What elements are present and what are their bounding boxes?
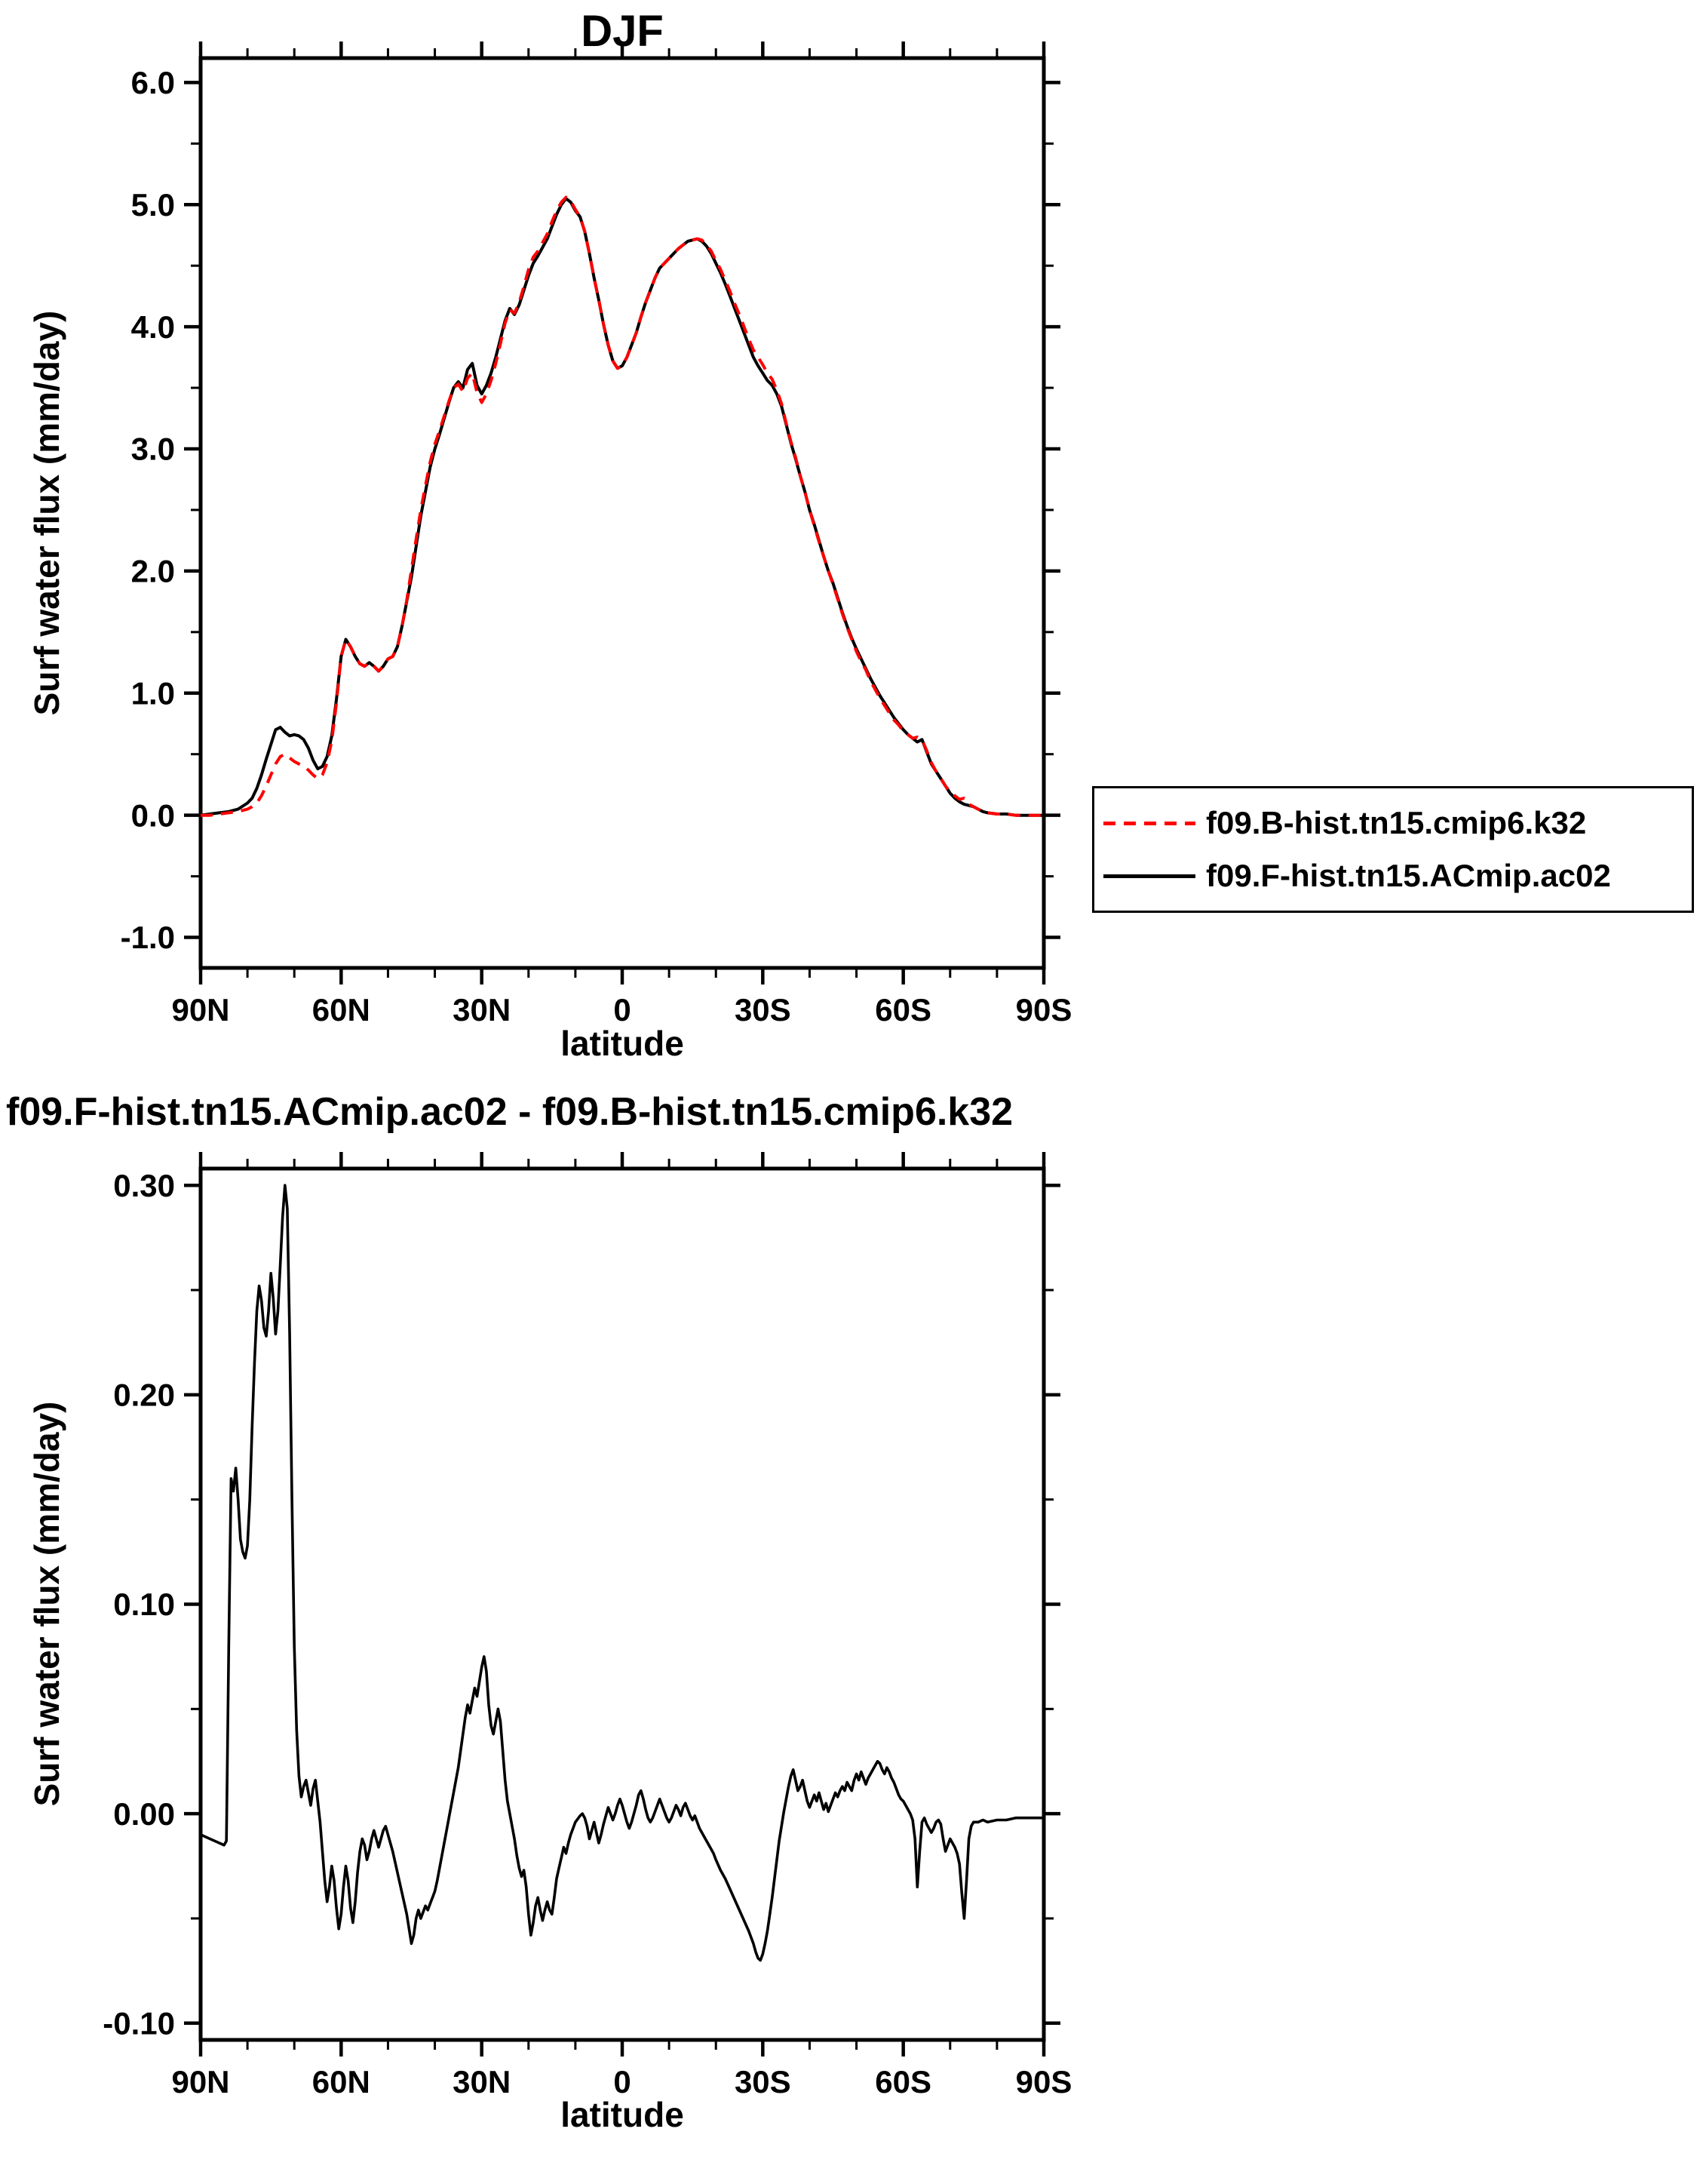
svg-text:2.0: 2.0 xyxy=(131,554,175,589)
svg-text:0.10: 0.10 xyxy=(113,1587,175,1622)
svg-text:60N: 60N xyxy=(312,2064,370,2100)
svg-text:90N: 90N xyxy=(171,2064,229,2100)
difference-plot-canvas: 90N 60N 30N 0 30S 60S 90S -0.10 0.00 0.10 0.20 0.30 xyxy=(103,1152,1072,2100)
legend-label-acmip: f09.F-hist.tn15.ACmip.ac02 xyxy=(1206,858,1611,893)
svg-text:90N: 90N xyxy=(171,992,229,1027)
svg-text:-1.0: -1.0 xyxy=(121,920,175,955)
svg-text:30N: 30N xyxy=(453,992,511,1027)
svg-text:6.0: 6.0 xyxy=(131,65,175,100)
legend-label-cmip6: f09.B-hist.tn15.cmip6.k32 xyxy=(1206,805,1587,840)
svg-text:0: 0 xyxy=(613,2064,631,2100)
svg-text:1.0: 1.0 xyxy=(131,675,175,711)
x-axis-label: latitude xyxy=(560,2095,684,2134)
svg-text:0.0: 0.0 xyxy=(131,797,175,833)
svg-text:30N: 30N xyxy=(453,2064,511,2100)
svg-text:60S: 60S xyxy=(875,2064,931,2100)
chart-djf-seasonal-mean: DJF Surf water flux (mm/day) 90N 60N 30N 0 3… xyxy=(0,0,1703,1071)
svg-text:0: 0 xyxy=(613,992,631,1027)
svg-text:-0.10: -0.10 xyxy=(103,2005,175,2041)
svg-text:3.0: 3.0 xyxy=(131,432,175,467)
djf-plot-canvas: 90N 60N 30N 0 30S 60S 90S -1.0 0.0 1.0 2.0 3.0 4.0 5.… xyxy=(121,41,1072,1027)
svg-text:30S: 30S xyxy=(735,2064,791,2100)
svg-text:4.0: 4.0 xyxy=(131,309,175,345)
svg-text:0.30: 0.30 xyxy=(113,1168,175,1203)
legend-entry-cmip6: f09.B-hist.tn15.cmip6.k32 xyxy=(1103,805,1683,841)
svg-text:90S: 90S xyxy=(1016,2064,1072,2100)
red-dashed-line-sample xyxy=(1103,821,1195,825)
svg-text:30S: 30S xyxy=(735,992,791,1027)
svg-text:90S: 90S xyxy=(1016,992,1072,1027)
x-axis-label: latitude xyxy=(560,1024,684,1063)
legend: f09.B-hist.tn15.cmip6.k32 f09.F-hist.tn1… xyxy=(1092,786,1694,913)
svg-text:0.20: 0.20 xyxy=(113,1378,175,1413)
chart-difference: f09.F-hist.tn15.ACmip.ac02 - f09.B-hist.… xyxy=(0,1071,1703,2184)
chart-title: f09.F-hist.tn15.ACmip.ac02 - f09.B-hist.… xyxy=(6,1090,1014,1134)
legend-entry-acmip: f09.F-hist.tn15.ACmip.ac02 xyxy=(1103,858,1683,894)
black-solid-line-sample xyxy=(1103,874,1195,878)
svg-text:60N: 60N xyxy=(312,992,370,1027)
svg-text:0.00: 0.00 xyxy=(113,1796,175,1832)
svg-text:5.0: 5.0 xyxy=(131,187,175,223)
svg-text:60S: 60S xyxy=(875,992,931,1027)
